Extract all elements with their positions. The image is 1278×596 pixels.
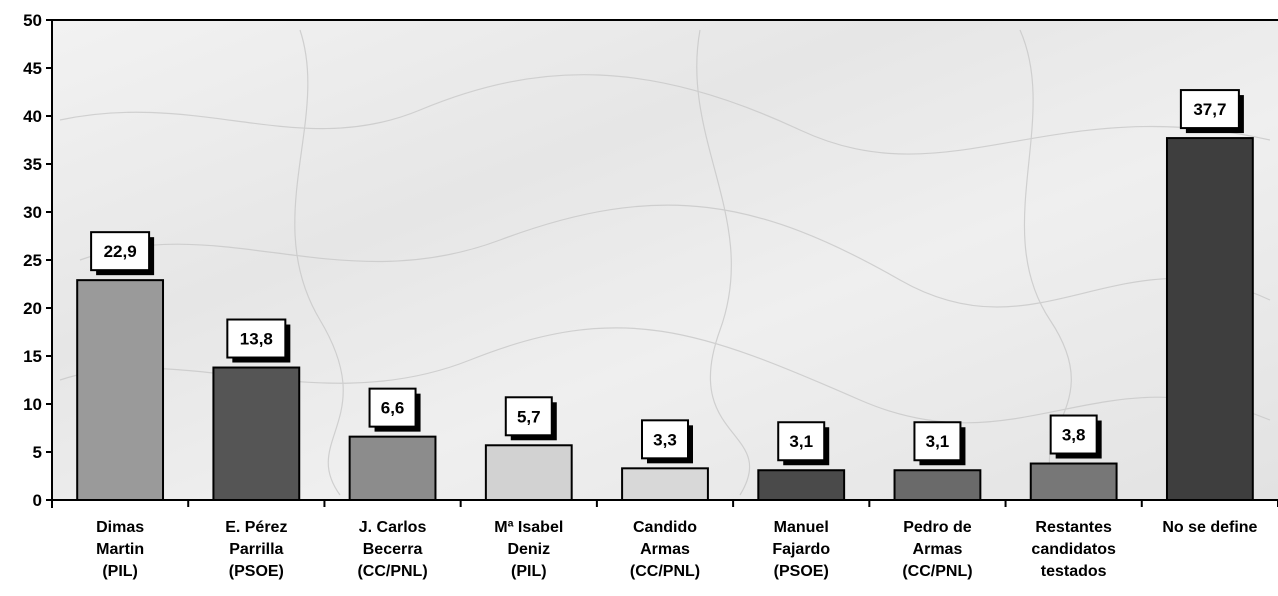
bar bbox=[348, 435, 437, 502]
y-axis-ticks: 0 5 10 15 20 25 30 35 40 45 50 bbox=[23, 11, 52, 510]
y-tick-label: 5 bbox=[33, 443, 42, 462]
data-labels: 22,9 13,8 6,6 5,7 3,3 3,1 3,1 3,8 37,7 bbox=[90, 89, 1244, 466]
data-label-box bbox=[504, 396, 553, 437]
data-label: 3,1 bbox=[789, 432, 813, 451]
y-tick-label: 50 bbox=[23, 11, 42, 30]
data-label: 6,6 bbox=[381, 399, 405, 418]
category-label: Manuel Fajardo (PSOE) bbox=[772, 519, 830, 580]
data-label-box bbox=[226, 318, 287, 359]
category-label: No se define bbox=[1162, 519, 1257, 536]
bar bbox=[621, 467, 709, 502]
category-label: Mª Isabel Deniz (PIL) bbox=[494, 519, 563, 580]
y-tick-label: 15 bbox=[23, 347, 42, 366]
y-tick-label: 20 bbox=[23, 299, 42, 318]
category-labels: Dimas Martin (PIL) E. Pérez Parrilla (PSOE) J.… bbox=[96, 500, 1278, 580]
data-label-box bbox=[368, 387, 417, 428]
bar bbox=[1029, 462, 1118, 501]
data-label-box bbox=[913, 421, 962, 462]
category-label: J. Carlos Becerra (CC/PNL) bbox=[357, 519, 427, 580]
bar bbox=[1165, 137, 1254, 502]
category-label: Candido Armas (CC/PNL) bbox=[630, 519, 700, 580]
bar bbox=[893, 469, 982, 501]
data-label-box bbox=[90, 231, 151, 272]
category-label: E. Pérez Parrilla (PSOE) bbox=[225, 519, 287, 580]
data-label: 3,1 bbox=[926, 432, 950, 451]
bar bbox=[212, 366, 301, 501]
data-label-box bbox=[641, 419, 689, 460]
data-label: 37,7 bbox=[1193, 100, 1226, 119]
data-label-box bbox=[777, 421, 826, 462]
data-label-box bbox=[1049, 414, 1098, 455]
bar bbox=[76, 279, 165, 501]
data-label: 5,7 bbox=[517, 407, 541, 426]
data-label: 3,8 bbox=[1062, 426, 1086, 445]
data-label: 3,3 bbox=[653, 430, 677, 449]
category-label: Pedro de Armas (CC/PNL) bbox=[902, 519, 972, 580]
category-label: Restantes candidatos testados bbox=[1031, 519, 1116, 580]
category-label: Dimas Martin (PIL) bbox=[96, 519, 144, 580]
y-tick-label: 10 bbox=[23, 395, 42, 414]
y-tick-label: 35 bbox=[23, 155, 42, 174]
y-tick-label: 40 bbox=[23, 107, 42, 126]
bars bbox=[76, 137, 1254, 502]
bar bbox=[484, 444, 573, 501]
data-label-box bbox=[1179, 89, 1240, 130]
data-label: 22,9 bbox=[104, 242, 137, 261]
y-tick-label: 0 bbox=[33, 491, 42, 510]
data-label: 13,8 bbox=[240, 330, 273, 349]
bar bbox=[757, 469, 846, 501]
y-tick-label: 25 bbox=[23, 251, 42, 270]
y-tick-label: 45 bbox=[23, 59, 42, 78]
y-tick-label: 30 bbox=[23, 203, 42, 222]
